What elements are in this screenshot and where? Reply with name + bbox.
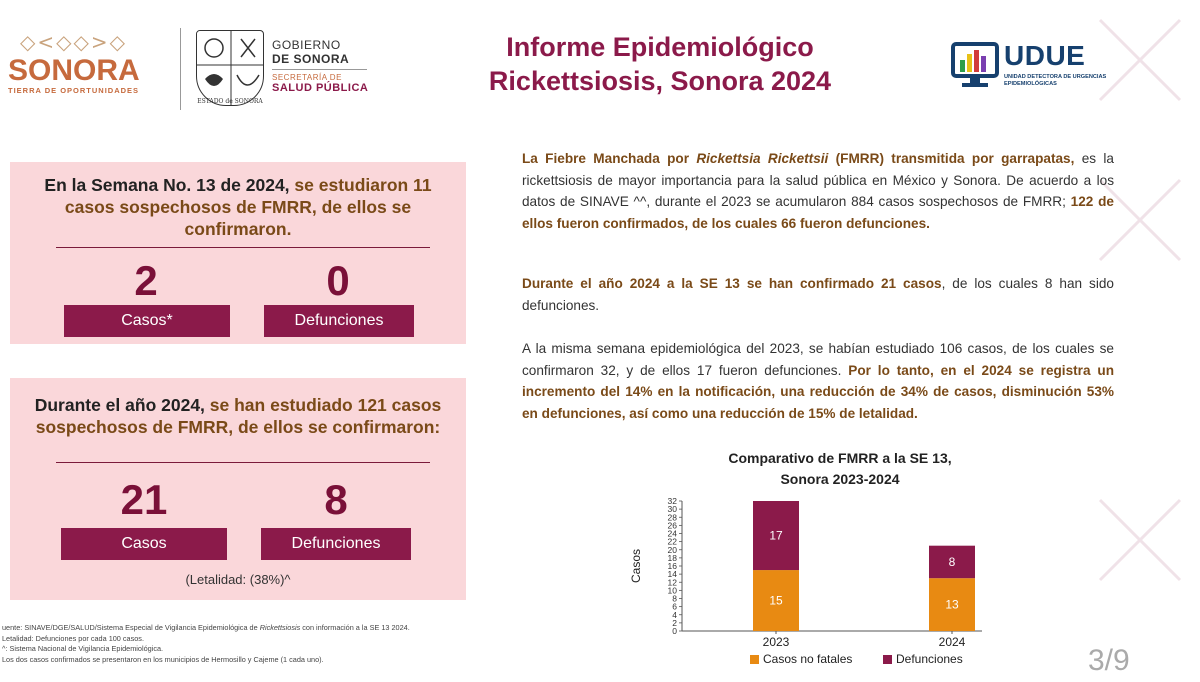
gov-line2: DE SONORA [272, 52, 350, 66]
y-tick-label: 22 [668, 537, 678, 547]
government-logo: GOBIERNO DE SONORA SECRETARÍA DE SALUD P… [272, 38, 387, 94]
footnotes: uente: SINAVE/DGE/SALUD/Sistema Especial… [2, 623, 410, 665]
bar-2023-non-fatal [753, 570, 799, 631]
paragraph-fmrr-intro: La Fiebre Manchada por Rickettsia Ricket… [522, 148, 1114, 234]
footnote-source-a: uente: SINAVE/DGE/SALUD/Sistema Especial… [2, 623, 260, 632]
p1-lead: La Fiebre Manchada por [522, 151, 697, 166]
year-box-rule [56, 462, 430, 463]
udue-logo: UDUE UNIDAD DETECTORA DE URGENCIAS EPIDE… [950, 38, 1110, 94]
gov-rule [272, 69, 367, 70]
week-summary-box: En la Semana No. 13 de 2024, se estudiar… [10, 162, 466, 344]
lethality-text: (Letalidad: (38%)^ [185, 572, 291, 587]
y-tick-label: 10 [668, 585, 678, 595]
title-line2: Rickettsiosis, Sonora 2024 [488, 66, 832, 96]
monitor-chart-icon [951, 42, 999, 87]
paragraph-comparison: A la misma semana epidemiológica del 202… [522, 338, 1114, 424]
chart-title-line2: Sonora 2023-2024 [780, 471, 900, 487]
x-tick-label: 2024 [939, 635, 966, 649]
y-tick-label: 32 [668, 496, 678, 506]
chart-title-line1: Comparativo de FMRR a la SE 13, [728, 450, 952, 466]
udue-subtitle: UNIDAD DETECTORA DE URGENCIAS EPIDEMIOLÓ… [1004, 74, 1107, 87]
y-tick-label: 30 [668, 504, 678, 514]
footnote-source-b: Rickettsiosis [259, 623, 301, 632]
gov-line1: GOBIERNO [272, 38, 341, 52]
sonora-name: SONORA [8, 54, 140, 87]
y-tick-label: 8 [672, 594, 677, 604]
legend-label-deaths: Defunciones [896, 652, 963, 666]
year-deaths-label: Defunciones [261, 528, 411, 560]
sonora-tagline: TIERRA DE OPORTUNIDADES [8, 86, 140, 95]
year-deaths-value: 8 [324, 476, 348, 523]
y-axis-label: Casos [629, 549, 643, 583]
sonora-motif-icon: ◇<◇◇>◇ [20, 30, 128, 54]
gov-line4: SALUD PÚBLICA [272, 82, 369, 94]
y-tick-label: 14 [668, 569, 678, 579]
sonora-logo: ◇<◇◇>◇ SONORA TIERRA DE OPORTUNIDADES [8, 30, 163, 95]
bar-value-label: 8 [949, 555, 956, 569]
page-title: Informe Epidemiológico Rickettsiosis, So… [420, 30, 900, 98]
p3-body: A la misma semana epidemiológica del 202… [522, 341, 1114, 378]
bar-2024-non-fatal [929, 578, 975, 631]
udue-name: UDUE [1004, 40, 1086, 71]
x-tick-label: 2023 [763, 635, 790, 649]
year-summary-box: Durante el año 2024, se han estudiado 12… [10, 378, 466, 600]
year-cases-label: Casos [61, 528, 227, 560]
legend-swatch-deaths [883, 655, 892, 664]
gov-line3: SECRETARÍA DE [272, 73, 342, 82]
y-tick-label: 24 [668, 529, 678, 539]
bar-value-label: 13 [945, 598, 959, 612]
p1-fmrr: (FMRR) transmitida por garrapatas, [828, 151, 1075, 166]
p1-confirmed: 122 de ellos fueron confirmados, de los … [522, 194, 1114, 231]
bar-2024-deaths [929, 545, 975, 579]
week-summary-detail: se estudiaron 11 casos sospechosos de FM… [64, 175, 432, 239]
week-summary-text: En la Semana No. 13 de 2024, se estudiar… [20, 174, 456, 240]
footnote-lethality: Letalidad: Defunciones por cada 100 caso… [2, 633, 144, 643]
week-cases-value: 2 [134, 257, 158, 304]
footnote-municipalities: Los dos casos confirmados se presentaron… [2, 654, 324, 664]
p2-lead: Durante el año 2024 a la SE 13 se han co… [522, 276, 942, 291]
background-pattern [1098, 18, 1182, 582]
year-summary-detail: se han estudiado 121 casos sospechosos d… [35, 395, 442, 437]
p1-species: Rickettsia Rickettsii [696, 151, 829, 166]
year-summary-text: Durante el año 2024, se han estudiado 12… [20, 394, 456, 438]
week-box-rule [56, 247, 430, 248]
week-deaths-value: 0 [326, 257, 350, 304]
title-line1: Informe Epidemiológico [506, 32, 814, 62]
p1-body: es la rickettsiosis de mayor importancia… [522, 151, 1114, 209]
y-tick-label: 26 [668, 520, 678, 530]
bar-2023-deaths [753, 501, 799, 571]
footnote-source: uente: SINAVE/DGE/SALUD/Sistema Especial… [2, 623, 410, 634]
y-tick-label: 0 [672, 626, 677, 636]
week-summary-lead: En la Semana No. 13 de 2024, [44, 175, 290, 195]
y-tick-label: 20 [668, 545, 678, 555]
p2-body: , de los cuales 8 han sido defunciones. [522, 276, 1114, 313]
chart-title: Comparativo de FMRR a la SE 13, Sonora 2… [680, 448, 1000, 490]
y-tick-label: 2 [672, 618, 677, 628]
footnote-source-c: con información a la SE 13 2024. [300, 623, 410, 632]
y-tick-label: 4 [672, 610, 677, 620]
week-cases-label: Casos* [64, 305, 230, 337]
fmrr-comparison-chart: 02468101214161820222426283032Casos151720… [629, 496, 982, 666]
y-tick-label: 12 [668, 577, 678, 587]
bar-value-label: 15 [769, 594, 783, 608]
year-cases-value: 21 [120, 476, 168, 523]
state-seal-icon [196, 30, 264, 106]
page-number: 3/9 [1088, 644, 1130, 677]
week-deaths-label: Defunciones [264, 305, 414, 337]
year-summary-lead: Durante el año 2024, [34, 395, 205, 415]
p3-conclusion: Por lo tanto, en el 2024 se registra un … [522, 362, 1114, 421]
paragraph-2024-cases: Durante el año 2024 a la SE 13 se han co… [522, 273, 1114, 316]
legend-swatch-non-fatal [750, 655, 759, 664]
header-divider [180, 28, 181, 110]
seal-caption: ESTADO de SONORA [197, 98, 263, 105]
y-tick-label: 28 [668, 512, 678, 522]
footnote-sinave: ^: Sistema Nacional de Vigilancia Epidem… [2, 644, 164, 653]
bar-value-label: 17 [769, 529, 783, 543]
y-tick-label: 18 [668, 553, 678, 563]
legend-label-non-fatal: Casos no fatales [763, 652, 852, 666]
y-tick-label: 16 [668, 561, 678, 571]
y-tick-label: 6 [672, 602, 677, 612]
